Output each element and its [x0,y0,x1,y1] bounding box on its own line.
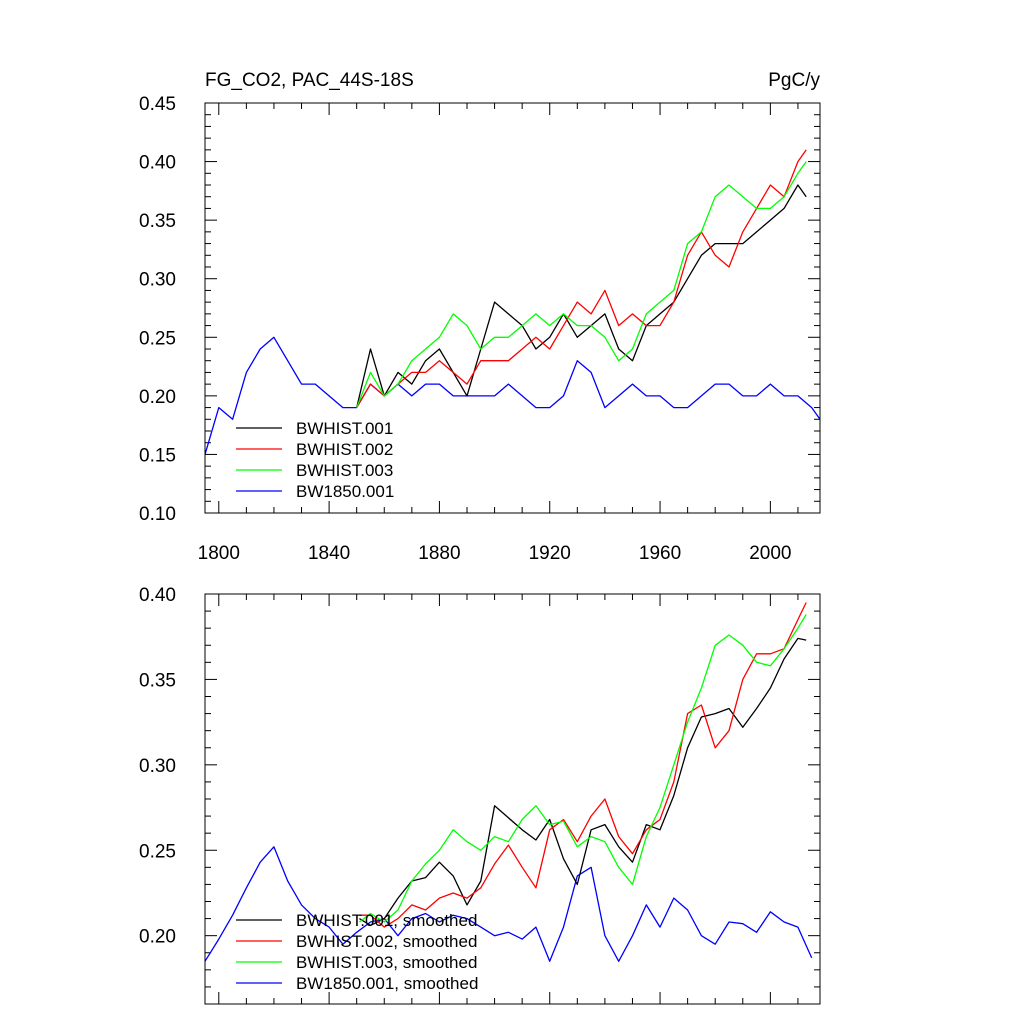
top-legend-label: BWHIST.003 [296,461,393,480]
top-y-tick-label: 0.25 [139,328,176,349]
bottom-legend-label: BWHIST.002, smoothed [296,932,477,951]
top-y-tick-label: 0.15 [139,445,176,466]
top-series-bwhist-003 [356,161,807,408]
top-plot-frame [204,102,821,514]
top-x-tick-label: 1960 [639,543,681,564]
top-x-tick-label: 1880 [418,543,460,564]
top-y-tick-label: 0.20 [139,387,176,408]
bottom-panel: 0.20 0.25 0.30 0.35 0.40 BWHIST.001, smoothe… [139,585,821,1005]
top-chart-title: FG_CO2, PAC_44S-18S [205,70,414,91]
bottom-legend-label: BWHIST.001, smoothed [296,911,477,930]
top-x-tick-labels: 1800 1840 1880 1920 1960 2000 [198,543,792,564]
top-ticks [205,102,820,514]
top-y-tick-label: 0.40 [139,153,176,174]
bottom-series-bwhist-003-smoothed [359,614,807,923]
top-x-tick-label: 2000 [749,543,791,564]
top-x-tick-label: 1920 [529,543,571,564]
bottom-y-tick-labels: 0.20 0.25 0.30 0.35 0.40 [139,585,176,948]
top-y-tick-label: 0.35 [139,211,176,232]
top-series-group [205,149,820,455]
top-y-tick-labels: 0.10 0.15 0.20 0.25 0.30 0.35 0.40 0.45 [139,94,176,525]
bottom-series-bwhist-001-smoothed [359,637,807,927]
top-chart-units: PgC/y [768,70,820,91]
bottom-y-tick-label: 0.30 [139,756,176,777]
top-y-tick-label: 0.45 [139,94,176,115]
bottom-y-tick-label: 0.40 [139,585,176,606]
top-y-tick-label: 0.30 [139,270,176,291]
bottom-series-bwhist-002-smoothed [359,602,807,928]
bottom-y-tick-label: 0.20 [139,927,176,948]
top-series-bwhist-001 [356,184,807,408]
top-x-tick-label: 1840 [308,543,350,564]
top-series-bw1850-001 [205,336,820,455]
bottom-series-group [205,602,813,962]
bottom-plot-frame [204,593,821,1005]
bottom-legend: BWHIST.001, smoothed BWHIST.002, smoothed… [236,911,478,993]
bottom-y-tick-label: 0.35 [139,670,176,691]
top-x-tick-label: 1800 [198,543,240,564]
bottom-series-bw1850-001-smoothed [205,846,813,962]
bottom-y-tick-label: 0.25 [139,841,176,862]
top-y-tick-label: 0.10 [139,504,176,525]
top-series-bwhist-002 [356,149,807,408]
top-legend-label: BWHIST.001 [296,419,393,438]
top-legend: BWHIST.001 BWHIST.002 BWHIST.003 BW1850.001 [236,419,394,501]
bottom-legend-label: BWHIST.003, smoothed [296,953,477,972]
top-panel: FG_CO2, PAC_44S-18S PgC/y 0.100.150.200.… [139,70,821,564]
top-legend-label: BWHIST.002 [296,440,393,459]
top-legend-label: BW1850.001 [296,482,394,501]
bottom-legend-label: BW1850.001, smoothed [296,974,478,993]
